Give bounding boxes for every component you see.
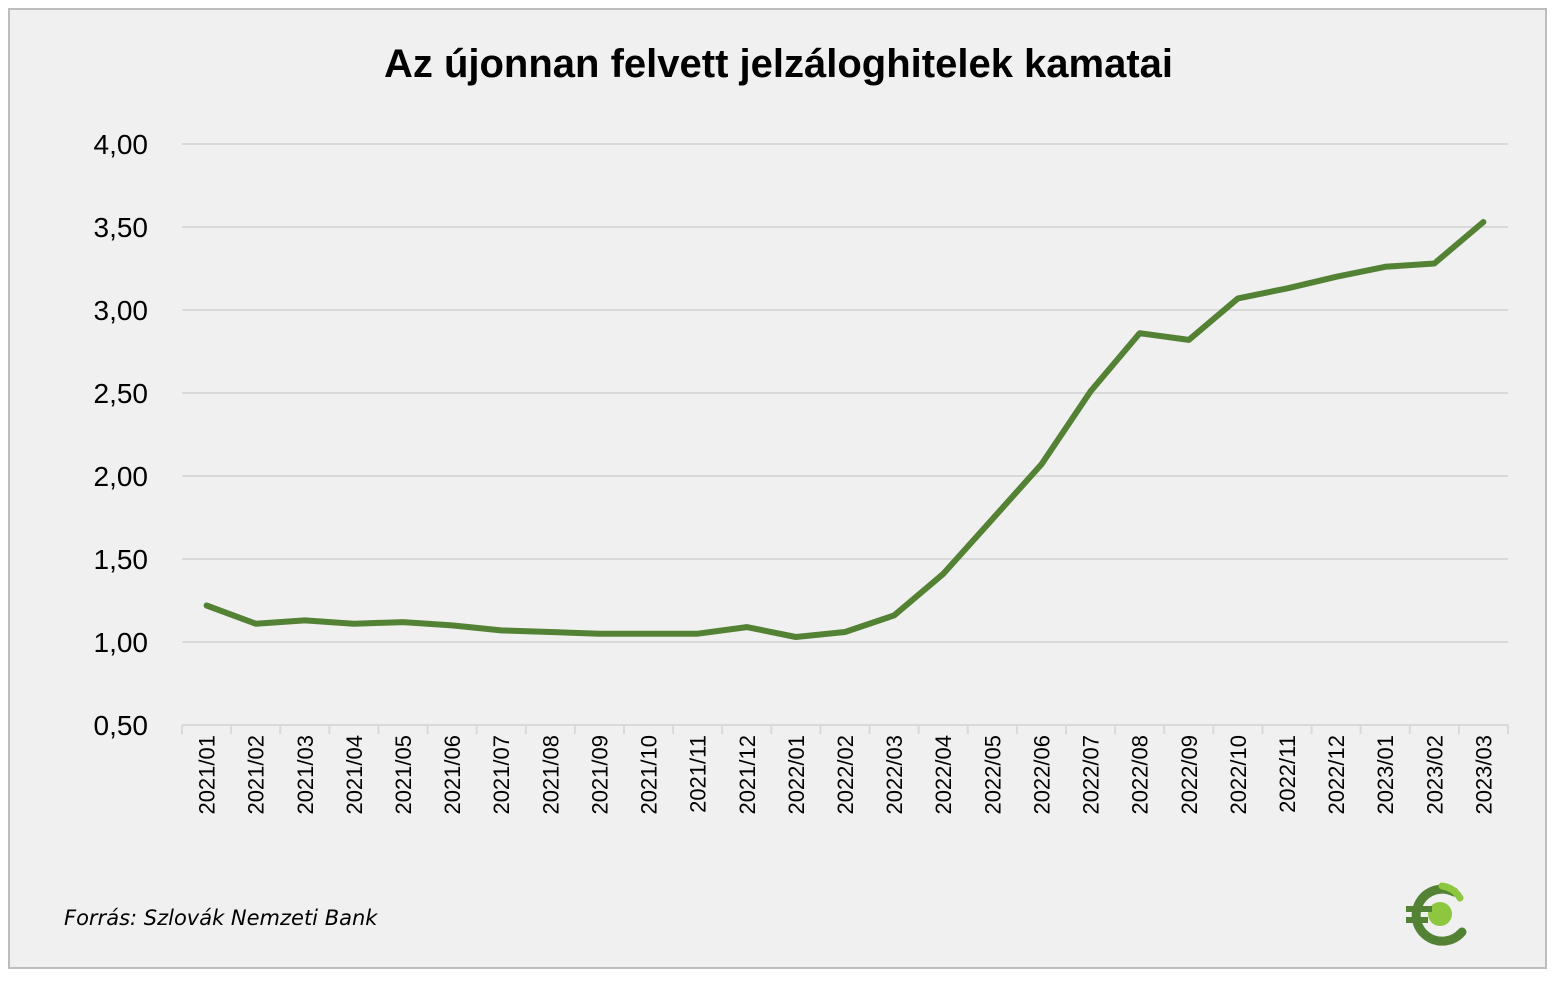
x-tick-label: 2022/08 [1128, 735, 1153, 815]
chart-frame [8, 8, 1547, 969]
x-tick-label: 2023/01 [1373, 735, 1398, 815]
source-note: Forrás: Szlovák Nemzeti Bank [64, 906, 378, 930]
x-tick-label: 2021/07 [489, 735, 514, 815]
x-tick-label: 2022/11 [1275, 735, 1300, 813]
x-tick-label: 2021/12 [735, 735, 760, 815]
y-tick-label: 0,50 [94, 710, 149, 741]
x-tick-label: 2021/05 [391, 735, 416, 815]
x-tick-label: 2022/03 [882, 735, 907, 815]
x-tick-label: 2021/08 [538, 735, 563, 815]
grid-lines [182, 143, 1508, 643]
y-tick-label: 4,00 [94, 129, 149, 160]
x-tick-label: 2021/09 [587, 735, 612, 815]
x-tick-label: 2022/12 [1324, 735, 1349, 815]
x-tick-label: 2023/02 [1422, 735, 1447, 815]
series-line [203, 219, 1487, 640]
y-axis-ticks: 0,50 1,00 1,50 2,00 2,50 3,00 3,50 4,00 [94, 129, 149, 741]
x-tick-label: 2021/04 [342, 735, 367, 815]
x-axis [181, 724, 1509, 734]
x-axis-ticks: 2021/01 2021/02 2021/03 2021/04 2021/05 2021/… [195, 735, 1497, 815]
x-tick-label: 2021/01 [195, 735, 220, 815]
chart-title: Az újonnan felvett jelzáloghitelek kamat… [383, 42, 1174, 86]
y-tick-label: 2,00 [94, 461, 149, 492]
y-tick-label: 2,50 [94, 378, 149, 409]
y-tick-label: 1,50 [94, 544, 149, 575]
x-tick-label: 2022/09 [1177, 735, 1202, 815]
x-tick-label: 2021/03 [293, 735, 318, 815]
y-tick-label: 3,00 [94, 295, 149, 326]
euro-coin-logo-icon [1406, 882, 1467, 946]
series-group [203, 219, 1487, 640]
x-tick-label: 2021/11 [686, 735, 711, 813]
x-tick-label: 2023/03 [1471, 735, 1496, 815]
x-tick-label: 2021/02 [244, 735, 269, 815]
y-tick-label: 3,50 [94, 212, 149, 243]
x-tick-label: 2022/04 [931, 735, 956, 815]
x-tick-label: 2021/10 [637, 735, 662, 815]
x-tick-label: 2022/01 [784, 735, 809, 815]
x-tick-label: 2022/06 [1029, 735, 1054, 815]
x-tick-label: 2022/05 [980, 735, 1005, 815]
x-tick-label: 2022/07 [1079, 735, 1104, 815]
y-tick-label: 1,00 [94, 627, 149, 658]
x-tick-label: 2022/02 [833, 735, 858, 815]
x-tick-label: 2022/10 [1226, 735, 1251, 815]
x-tick-label: 2021/06 [440, 735, 465, 815]
